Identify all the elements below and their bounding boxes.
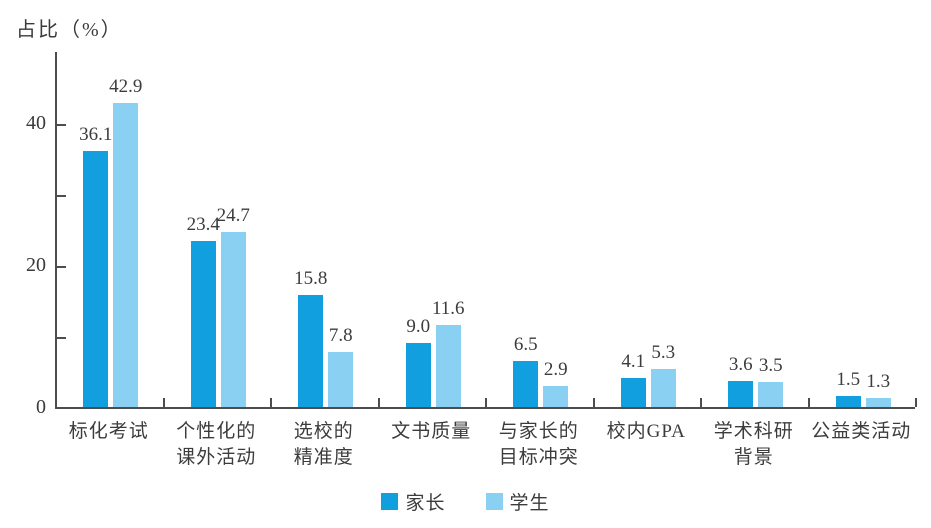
x-axis-tick [270, 398, 272, 407]
bar-家长-7 [728, 381, 754, 407]
y-axis-tick [57, 124, 66, 127]
bar-学生-7 [758, 382, 784, 407]
bar-value-label: 1.3 [866, 370, 891, 392]
bar-value-label: 11.6 [431, 297, 465, 319]
bar-家长-8 [835, 396, 861, 407]
parents-series-swatch-icon [381, 493, 399, 510]
legend-item-parents: 家长 [381, 488, 445, 515]
x-axis-tick [700, 398, 702, 407]
x-axis-category-label: 标化考试 [68, 421, 149, 442]
x-axis-category-label: 公益类活动 [811, 421, 912, 442]
legend: 家长 学生 [0, 488, 931, 515]
legend-item-students: 学生 [485, 488, 550, 515]
bar-value-label: 5.3 [651, 342, 676, 364]
bar-学生-1 [113, 102, 139, 407]
bar-value-label: 6.5 [513, 333, 538, 355]
x-axis-category-label: 选校的 精准度 [293, 421, 354, 468]
bar-value-label: 2.9 [543, 359, 568, 381]
y-axis-tick-label: 20 [26, 254, 46, 277]
bar-家长-4 [405, 343, 431, 407]
bar-value-label: 42.9 [109, 75, 143, 97]
x-axis-tick [485, 398, 487, 407]
x-axis-category-label: 个性化的 课外活动 [176, 421, 257, 468]
bar-value-label: 7.8 [328, 324, 353, 346]
x-axis-category-label: 校内GPA [606, 421, 686, 442]
y-axis-tick-label: 40 [26, 112, 46, 135]
x-axis-tick [807, 398, 810, 407]
bar-学生-8 [865, 397, 891, 407]
bar-学生-2 [220, 231, 246, 407]
students-series-swatch-icon [485, 493, 503, 510]
plot-area: 36.1 42.9 23.4 24.7 15.8 7.8 9.0 11.6 6.5 2.9 4.1 5… [55, 52, 917, 409]
x-axis-category-label: 学术科研 背景 [713, 421, 794, 468]
bar-value-label: 24.7 [216, 204, 250, 226]
x-axis-category-label: 文书质量 [391, 421, 472, 442]
y-axis-title: 占比（%） [16, 19, 123, 41]
bar-家长-5 [513, 360, 539, 407]
bar-value-label: 3.5 [758, 355, 783, 377]
x-axis-category-label: 与家长的 目标冲突 [498, 421, 579, 468]
y-axis-tick [57, 266, 66, 269]
bar-学生-5 [543, 386, 569, 407]
x-axis-tick [592, 398, 595, 407]
x-axis-tick [377, 398, 380, 407]
bar-学生-6 [650, 369, 676, 407]
x-axis-tick [162, 398, 165, 407]
bar-家长-2 [190, 240, 216, 407]
bar-学生-4 [435, 324, 461, 407]
bar-value-label: 9.0 [406, 316, 431, 338]
bar-家长-6 [620, 377, 646, 407]
bar-家长-1 [83, 150, 109, 407]
bar-value-label: 1.5 [836, 369, 861, 391]
bar-家长-3 [298, 294, 324, 407]
bar-学生-3 [328, 351, 354, 407]
bar-value-label: 3.6 [728, 354, 753, 376]
bar-value-label: 4.1 [621, 350, 646, 372]
y-axis-tick [57, 337, 66, 340]
bar-value-label: 23.4 [186, 213, 220, 235]
legend-label-students: 学生 [509, 493, 550, 514]
legend-label-parents: 家长 [405, 493, 446, 514]
bar-value-label: 36.1 [79, 123, 113, 145]
x-axis-tick [915, 398, 917, 407]
y-axis-tick-label: 0 [36, 396, 46, 418]
bar-value-label: 15.8 [294, 267, 328, 289]
y-axis-tick [57, 195, 66, 198]
